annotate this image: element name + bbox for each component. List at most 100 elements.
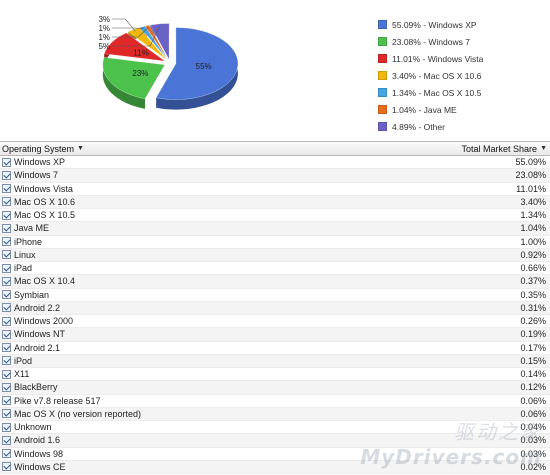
share-value: 11.01% <box>516 183 546 194</box>
row-checkbox[interactable] <box>2 356 11 366</box>
os-cell: Mac OS X 10.4 <box>2 276 75 286</box>
table-header: Operating System ▼ Total Market Share ▼ <box>0 142 550 156</box>
pie-slice-label: 3% <box>98 15 110 24</box>
os-cell: Mac OS X 10.6 <box>2 197 75 207</box>
pie-slice <box>155 27 239 100</box>
os-name: iPad <box>14 263 33 274</box>
legend-label: 3.40% - Mac OS X 10.6 <box>392 70 482 81</box>
os-cell: Windows Vista <box>2 184 73 194</box>
table-row: X11 0.14% <box>0 368 550 382</box>
legend-swatch <box>378 37 387 46</box>
os-name: Mac OS X 10.5 <box>14 210 76 221</box>
os-cell: Windows XP <box>2 157 65 167</box>
column-header-os[interactable]: Operating System ▼ <box>2 144 84 154</box>
row-checkbox[interactable] <box>2 435 11 445</box>
column-header-share[interactable]: Total Market Share ▼ <box>462 144 547 154</box>
pie-slice <box>127 27 167 61</box>
os-cell: Symbian <box>2 290 49 300</box>
table-row: Linux 0.92% <box>0 248 550 262</box>
chart-area: 55% 23% 11% 3% 1% 1% 5% 55.09% - Windows XP 23.… <box>0 0 550 138</box>
pie-slice <box>144 25 169 60</box>
os-name: Android 2.2 <box>14 302 61 313</box>
row-checkbox[interactable] <box>2 197 11 207</box>
legend-item: 1.34% - Mac OS X 10.5 <box>378 84 483 101</box>
legend-label: 1.04% - Java ME <box>392 104 457 115</box>
row-checkbox[interactable] <box>2 263 11 273</box>
row-checkbox[interactable] <box>2 237 11 247</box>
share-value: 0.06% <box>520 395 546 406</box>
os-cell: iPhone <box>2 237 42 247</box>
os-name: Android 2.1 <box>14 342 61 353</box>
table-row: Windows 98 0.03% <box>0 448 550 461</box>
table-row: Android 1.6 0.03% <box>0 434 550 448</box>
table-row: Windows XP 55.09% <box>0 156 550 170</box>
share-value: 0.35% <box>520 289 546 300</box>
share-value: 0.12% <box>520 382 546 393</box>
os-cell: Java ME <box>2 223 49 233</box>
row-checkbox[interactable] <box>2 290 11 300</box>
os-cell: Windows 98 <box>2 449 63 459</box>
row-checkbox[interactable] <box>2 369 11 379</box>
table-body: Windows XP 55.09% Windows 7 23.08% Windows V… <box>0 156 550 474</box>
legend-item: 3.40% - Mac OS X 10.6 <box>378 67 483 84</box>
os-cell: Android 2.2 <box>2 303 60 313</box>
pie-slice <box>102 57 166 100</box>
legend-item: 23.08% - Windows 7 <box>378 33 483 50</box>
share-value: 0.92% <box>520 249 546 260</box>
os-cell: Unknown <box>2 422 52 432</box>
legend-label: 4.89% - Other <box>392 121 445 132</box>
row-checkbox[interactable] <box>2 250 11 260</box>
share-value: 0.15% <box>520 355 546 366</box>
os-name: iPod <box>14 355 33 366</box>
share-value: 55.09% <box>515 157 546 168</box>
os-name: iPhone <box>14 236 43 247</box>
row-checkbox[interactable] <box>2 184 11 194</box>
row-checkbox[interactable] <box>2 449 11 459</box>
share-value: 0.06% <box>520 408 546 419</box>
share-value: 0.66% <box>520 263 546 274</box>
legend-item: 11.01% - Windows Vista <box>378 50 483 67</box>
os-cell: Pike v7.8 release 517 <box>2 396 101 406</box>
table-row: Android 2.2 0.31% <box>0 301 550 315</box>
row-checkbox[interactable] <box>2 422 11 432</box>
pie-slice <box>103 32 166 62</box>
table-row: Windows NT 0.19% <box>0 328 550 342</box>
row-checkbox[interactable] <box>2 223 11 233</box>
os-name: Windows CE <box>14 461 66 472</box>
legend-swatch <box>378 71 387 80</box>
row-checkbox[interactable] <box>2 462 11 472</box>
os-cell: X11 <box>2 369 29 379</box>
table-row: iPad 0.66% <box>0 262 550 276</box>
os-cell: Mac OS X 10.5 <box>2 210 75 220</box>
table-row: Unknown 0.04% <box>0 421 550 435</box>
table-row: Android 2.1 0.17% <box>0 342 550 355</box>
os-cell: Android 1.6 <box>2 435 60 445</box>
row-checkbox[interactable] <box>2 276 11 286</box>
row-checkbox[interactable] <box>2 409 11 419</box>
chart-legend: 55.09% - Windows XP 23.08% - Windows 7 11.… <box>378 16 483 135</box>
row-checkbox[interactable] <box>2 329 11 339</box>
table-row: Pike v7.8 release 517 0.06% <box>0 395 550 408</box>
os-cell: Windows NT <box>2 329 65 339</box>
legend-swatch <box>378 122 387 131</box>
table-row: Mac OS X 10.5 1.34% <box>0 209 550 223</box>
os-name: Symbian <box>14 289 50 300</box>
row-checkbox[interactable] <box>2 170 11 180</box>
row-checkbox[interactable] <box>2 382 11 392</box>
row-checkbox[interactable] <box>2 157 11 167</box>
pie-slice-label: 11% <box>133 49 148 58</box>
share-value: 0.03% <box>520 435 546 446</box>
share-value: 1.34% <box>520 210 546 221</box>
share-value: 0.02% <box>520 461 546 472</box>
row-checkbox[interactable] <box>2 316 11 326</box>
os-cell: Windows 2000 <box>2 316 73 326</box>
table-row: Java ME 1.04% <box>0 222 550 236</box>
share-value: 0.31% <box>520 302 546 313</box>
row-checkbox[interactable] <box>2 210 11 220</box>
table-row: Windows 7 23.08% <box>0 169 550 183</box>
row-checkbox[interactable] <box>2 343 11 353</box>
row-checkbox[interactable] <box>2 303 11 313</box>
os-name: Android 1.6 <box>14 435 61 446</box>
share-value: 0.14% <box>520 369 546 380</box>
row-checkbox[interactable] <box>2 396 11 406</box>
